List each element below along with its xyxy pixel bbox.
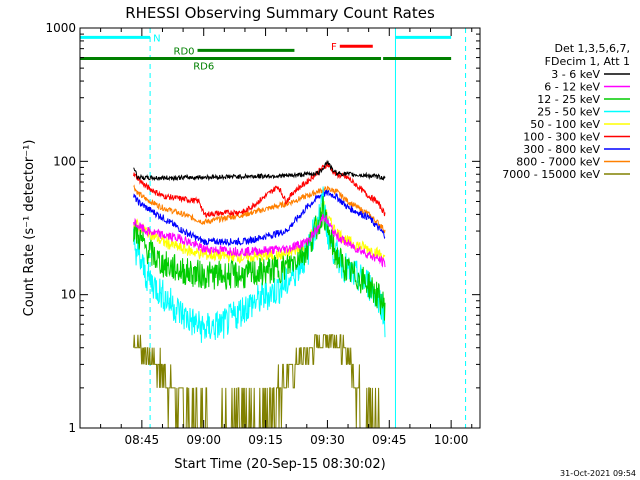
y-tick-label-0: 1 — [68, 421, 76, 435]
x-tick-label-1: 09:00 — [186, 433, 221, 447]
series-line-0 — [133, 159, 386, 182]
legend-label-8: 7000 - 15000 keV — [502, 168, 600, 181]
legend-label-2: 12 - 25 keV — [537, 93, 600, 106]
legend-label-1: 6 - 12 keV — [544, 81, 600, 94]
state-bar-label-2: RD6 — [193, 62, 214, 73]
legend-label-5: 100 - 300 keV — [523, 131, 600, 144]
series-line-4 — [133, 199, 386, 264]
legend-header-1: FDecim 1, Att 1 — [545, 55, 630, 68]
y-tick-label-3: 1000 — [45, 21, 76, 35]
series-line-2 — [133, 195, 386, 321]
series-line-7 — [133, 184, 386, 234]
legend-header-0: Det 1,3,5,6,7, — [554, 42, 630, 55]
y-axis-label: Count Rate (s⁻¹ detector⁻¹) — [22, 140, 37, 317]
y-tick-label-2: 100 — [53, 154, 76, 168]
legend-label-6: 300 - 800 keV — [523, 143, 600, 156]
x-axis-label: Start Time (20-Sep-15 08:30:02) — [174, 457, 385, 472]
state-bar-label-3: F — [331, 42, 337, 53]
x-tick-label-4: 09:45 — [372, 433, 407, 447]
legend-label-0: 3 - 6 keV — [551, 68, 600, 81]
state-bar-label-0: N — [153, 33, 160, 44]
plot-frame — [79, 27, 481, 429]
series-line-1 — [133, 213, 386, 268]
x-tick-label-0: 08:45 — [125, 433, 160, 447]
x-tick-label-2: 09:15 — [248, 433, 283, 447]
x-tick-label-5: 10:00 — [434, 433, 469, 447]
y-tick-label-1: 10 — [61, 288, 76, 302]
footer-timestamp: 31-Oct-2021 09:54 — [560, 469, 636, 478]
state-bar-label-1: RD0 — [174, 46, 195, 57]
legend-label-4: 50 - 100 keV — [530, 118, 600, 131]
chart-title: RHESSI Observing Summary Count Rates — [125, 4, 435, 22]
legend-label-3: 25 - 50 keV — [537, 106, 600, 119]
x-tick-label-3: 09:30 — [310, 433, 345, 447]
legend-label-7: 800 - 7000 keV — [516, 156, 600, 169]
series-line-6 — [133, 189, 386, 247]
